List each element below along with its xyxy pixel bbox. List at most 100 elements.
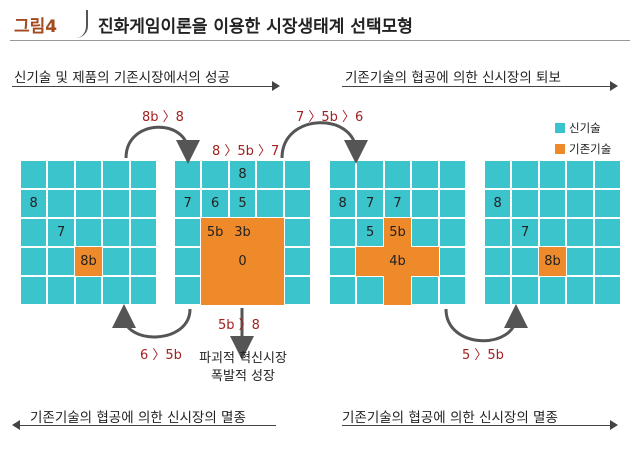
grid-cell — [566, 160, 594, 189]
grid-cell — [484, 276, 512, 305]
arrow-right-icon — [610, 420, 618, 430]
grid-cell — [228, 276, 257, 305]
grid-cell: 6 — [201, 189, 229, 218]
title-divider — [68, 10, 88, 38]
arrow-right-icon — [610, 81, 618, 91]
legend-swatch-old — [555, 144, 565, 154]
relation-g2-top: 8 〉5b 〉7 — [212, 144, 280, 159]
grid-cell — [566, 247, 594, 276]
grid-cell — [438, 276, 466, 305]
outcome-note: 파괴적 혁신시장 폭발적 성장 — [178, 350, 308, 386]
grid-cell — [174, 160, 202, 189]
grid-cell — [438, 247, 466, 276]
lattice-grid-2: 8 7 6 5 5b 3b 0 — [174, 160, 311, 305]
grid-cell — [201, 160, 229, 189]
phase-top-left-arrow — [12, 86, 274, 87]
grid-cell — [129, 160, 157, 189]
lattice-grid-3: 8 7 7 5 5b 4b — [329, 160, 466, 305]
grid-cell: 7 — [174, 189, 202, 218]
grid-cell — [411, 247, 439, 276]
grid-cell — [102, 218, 130, 247]
legend-label-old: 기존기술 — [569, 142, 612, 156]
grid-cell — [20, 160, 48, 189]
arc-g3-g4 — [444, 304, 528, 343]
grid-cell — [411, 276, 439, 305]
figure-header: 그림4 진화게임이론을 이용한 시장생태계 선택모형 — [10, 6, 630, 42]
grid-cell: 8 — [228, 160, 257, 189]
grid-cell: 8b — [538, 247, 567, 276]
grid-cell — [383, 160, 412, 189]
grid-cell — [129, 276, 157, 305]
grid-cell: 8 — [484, 189, 512, 218]
grid-cell — [356, 247, 384, 276]
grid-cell — [538, 160, 567, 189]
grid-cell — [74, 160, 103, 189]
grid-cell — [484, 218, 512, 247]
grid-cell — [20, 276, 48, 305]
phase-bottom-left: 기존기술의 협공에 의한 신시장의 멸종 — [30, 410, 246, 426]
grid-cell: 5b — [383, 218, 412, 247]
grid-cell — [256, 189, 284, 218]
grid-cell — [47, 189, 75, 218]
grid-cell — [256, 160, 284, 189]
grid-cell — [566, 218, 594, 247]
grid-cell — [538, 218, 567, 247]
grid-cell — [438, 189, 466, 218]
figure-title: 진화게임이론을 이용한 시장생태계 선택모형 — [98, 17, 413, 37]
relation-g1-g2: 8b 〉8 — [142, 110, 184, 125]
legend-item-new: 신기술 — [555, 120, 611, 136]
grid-cell: 8b — [74, 247, 103, 276]
grid-cell — [484, 247, 512, 276]
grid-cell — [129, 247, 157, 276]
grid-cell — [129, 189, 157, 218]
grid-cell — [74, 276, 103, 305]
legend-item-old: 기존기술 — [555, 141, 611, 157]
grid-cell — [201, 276, 229, 305]
grid-cell — [593, 247, 621, 276]
grid-cell — [20, 218, 48, 247]
grid-cell: 3b — [228, 218, 257, 247]
outcome-line-2: 폭발적 성장 — [211, 369, 275, 384]
grid-cell — [47, 276, 75, 305]
grid-cell — [593, 218, 621, 247]
arc-g2-g1 — [112, 304, 192, 339]
grid-cell — [329, 218, 357, 247]
grid-cell — [593, 189, 621, 218]
grid-cell — [74, 218, 103, 247]
grid-cell — [47, 160, 75, 189]
grid-cell — [102, 160, 130, 189]
phase-bottom-right: 기존기술의 협공에 의한 신시장의 멸종 — [342, 410, 558, 426]
grid-cell — [484, 160, 512, 189]
grid-cell — [566, 189, 594, 218]
grid-cell — [283, 218, 311, 247]
grid-cell — [538, 189, 567, 218]
grid-cell — [411, 218, 439, 247]
grid-cell — [511, 247, 539, 276]
phase-top-right-arrow — [342, 86, 612, 87]
grid-cell: 5 — [228, 189, 257, 218]
grid-cell — [174, 218, 202, 247]
grid-cell: 5 — [356, 218, 384, 247]
grid-cell — [538, 276, 567, 305]
relation-g2-down: 5b 〉8 — [218, 318, 260, 333]
grid-cell: 8 — [20, 189, 48, 218]
grid-cell — [201, 247, 229, 276]
grid-cell — [129, 218, 157, 247]
grid-cell — [593, 160, 621, 189]
phase-bottom-right-arrow — [342, 425, 612, 426]
grid-cell — [329, 247, 357, 276]
grid-cell — [511, 160, 539, 189]
legend: 신기술 기존기술 — [555, 120, 611, 162]
grid-cell — [283, 276, 311, 305]
grid-cell — [174, 247, 202, 276]
arrow-right-icon — [272, 81, 280, 91]
relation-g2-g1: 6 〉5b — [140, 348, 182, 363]
grid-cell: 7 — [47, 218, 75, 247]
grid-cell: 0 — [228, 247, 257, 276]
phase-top-left: 신기술 및 제품의 기존시장에서의 성공 — [14, 70, 230, 86]
phase-bottom-left-arrow — [18, 425, 276, 426]
grid-cell — [283, 189, 311, 218]
figure-label: 그림4 — [14, 17, 58, 37]
grid-cell: 7 — [511, 218, 539, 247]
legend-swatch-new — [555, 123, 565, 133]
